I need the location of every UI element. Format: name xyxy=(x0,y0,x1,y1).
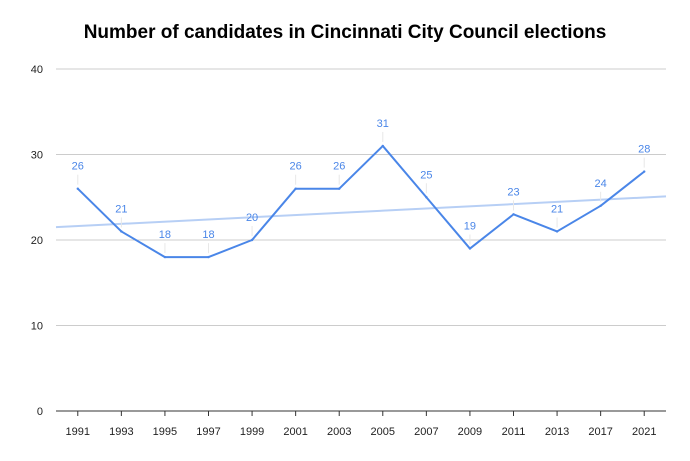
x-tick-label: 2017 xyxy=(588,426,612,438)
trendline xyxy=(55,195,667,229)
data-label: 26 xyxy=(333,161,345,173)
x-tick-label: 1993 xyxy=(109,426,133,438)
data-label: 26 xyxy=(290,161,302,173)
x-tick-label: 1995 xyxy=(153,426,177,438)
x-tick-label: 2007 xyxy=(414,426,438,438)
x-tick-label: 2001 xyxy=(283,426,307,438)
x-tick-label: 2021 xyxy=(632,426,656,438)
data-label: 21 xyxy=(115,203,127,215)
y-tick-label: 0 xyxy=(37,406,43,418)
x-tick-label: 1991 xyxy=(66,426,90,438)
x-tick-label: 2009 xyxy=(458,426,482,438)
data-label: 21 xyxy=(551,203,563,215)
data-point xyxy=(294,187,297,190)
data-point xyxy=(163,255,167,259)
y-tick-label: 20 xyxy=(31,235,43,247)
y-tick-label: 40 xyxy=(31,64,43,76)
data-point xyxy=(120,230,123,233)
data-point xyxy=(643,170,646,173)
x-tick-label: 1999 xyxy=(240,426,264,438)
data-point xyxy=(381,144,384,148)
data-label: 24 xyxy=(595,178,607,190)
data-point xyxy=(599,204,602,207)
data-label: 31 xyxy=(377,118,389,130)
data-label: 23 xyxy=(507,186,519,198)
data-point xyxy=(555,230,559,233)
data-point xyxy=(338,187,341,190)
data-label: 18 xyxy=(159,229,171,241)
x-tick-label: 2013 xyxy=(545,426,569,438)
data-point xyxy=(468,247,472,250)
x-tick-label: 1997 xyxy=(196,426,220,438)
data-label: 18 xyxy=(202,229,214,241)
chart-title: Number of candidates in Cincinnati City … xyxy=(83,22,607,43)
data-point xyxy=(76,187,79,190)
data-point xyxy=(425,196,428,199)
data-label: 25 xyxy=(420,169,432,181)
data-point xyxy=(250,238,254,242)
data-label: 28 xyxy=(638,144,650,156)
y-tick-label: 10 xyxy=(31,321,43,333)
data-point xyxy=(512,213,515,216)
data-label: 20 xyxy=(246,212,258,224)
data-point xyxy=(207,255,210,259)
x-tick-label: 2005 xyxy=(371,426,395,438)
x-tick-label: 2011 xyxy=(502,426,526,438)
data-label: 19 xyxy=(464,221,476,233)
y-tick-label: 30 xyxy=(31,150,43,162)
series-line xyxy=(77,144,645,259)
data-label: 26 xyxy=(72,161,84,173)
x-tick-label: 2003 xyxy=(327,426,351,438)
